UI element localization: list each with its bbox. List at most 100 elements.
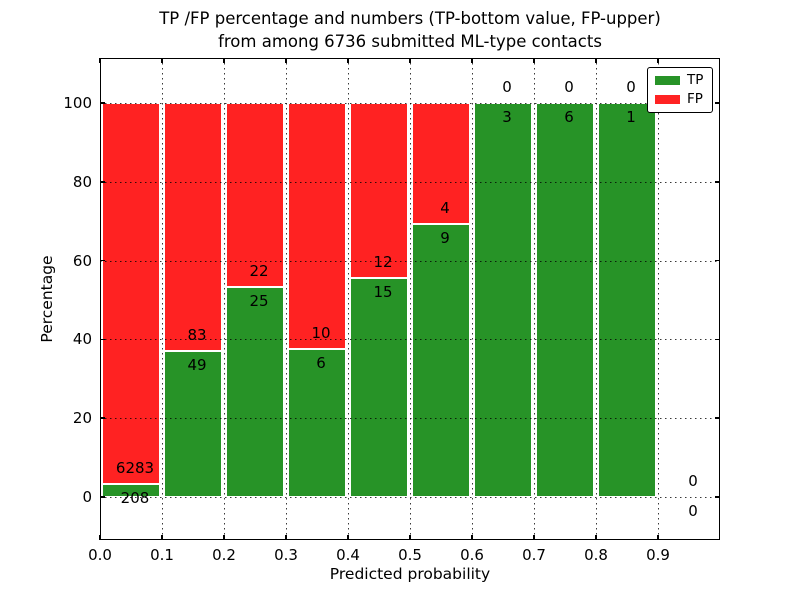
axis-tick (715, 102, 720, 104)
axis-tick (100, 102, 105, 104)
bar-segment-tp (288, 349, 346, 497)
fp-count-label: 0 (502, 78, 512, 96)
axis-tick (715, 417, 720, 419)
chart-title: TP /FP percentage and numbers (TP-bottom… (159, 9, 661, 28)
x-tick-label: 0.3 (274, 546, 298, 564)
axis-tick (223, 58, 225, 63)
tp-count-label: 49 (187, 355, 207, 374)
bar-segment-tp (412, 224, 470, 497)
plot-area: 6283 208 83 49 22 25 10 6 12 15 4 9 0 3 0 6 0 1 0 0 (99, 58, 720, 540)
axis-tick (715, 181, 720, 183)
tp-swatch-icon (655, 76, 680, 86)
tp-count-label: 1 (626, 108, 636, 126)
fp-count-label: 83 (187, 325, 207, 344)
tp-count-label: 208 (120, 489, 150, 508)
gridline-vertical (224, 58, 225, 540)
axis-tick (161, 535, 163, 540)
gridline-vertical (658, 58, 659, 540)
y-tick-label: 80 (72, 172, 92, 191)
fp-count-label: 4 (440, 199, 450, 218)
axis-tick (657, 535, 659, 540)
y-tick-label: 0 (82, 488, 92, 506)
bar-segment-fp (412, 103, 470, 225)
axis-tick (99, 535, 101, 540)
x-tick-label: 0.9 (646, 546, 670, 564)
bar-segment-fp (288, 103, 346, 350)
axis-tick (595, 58, 597, 63)
legend-label-fp: FP (687, 90, 703, 107)
axis-tick (347, 58, 349, 63)
bar-segment-tp (350, 278, 408, 497)
tp-count-label: 6 (564, 108, 574, 126)
x-tick-label: 0.7 (522, 546, 546, 564)
x-tick-label: 0.8 (584, 546, 608, 564)
x-axis-label: Predicted probability (329, 565, 491, 583)
bar-segment-tp (226, 287, 284, 497)
gridline-vertical (348, 58, 349, 540)
axis-tick (100, 496, 105, 498)
axis-tick (533, 535, 535, 540)
bar-segment-tp (164, 350, 222, 497)
gridline-vertical (286, 58, 287, 540)
gridline-vertical (596, 58, 597, 540)
y-tick-label: 40 (72, 330, 92, 349)
fp-count-label: 0 (564, 78, 574, 96)
axis-tick (100, 338, 105, 341)
gridline-vertical (534, 58, 535, 540)
axis-tick (99, 58, 101, 63)
axis-tick (657, 58, 659, 63)
bar-segment-fp (164, 103, 222, 351)
y-tick-label: 100 (63, 94, 92, 112)
bar-segment-tp (598, 103, 656, 497)
x-tick-label: 0.6 (460, 546, 484, 564)
bar-segment-fp (350, 103, 408, 279)
axis-tick (285, 58, 287, 63)
chart-title-block: TP /FP percentage and numbers (TP-bottom… (100, 7, 720, 54)
tp-count-label: 15 (373, 283, 393, 302)
gridline-vertical (410, 58, 411, 540)
fp-count-label: 0 (688, 472, 698, 490)
y-tick-label: 20 (72, 409, 92, 428)
legend-item-tp: TP (655, 72, 705, 88)
bar-segment-tp (102, 484, 160, 497)
x-tick-label: 0.5 (398, 546, 422, 564)
x-tick-label: 0.4 (336, 546, 360, 564)
fp-count-label: 6283 (115, 459, 155, 478)
legend-item-fp: FP (655, 90, 705, 107)
fp-count-label: 22 (249, 262, 269, 281)
fp-count-label: 10 (311, 324, 331, 343)
tp-count-label: 25 (249, 292, 269, 311)
x-tick-label: 0.2 (212, 546, 236, 564)
tp-count-label: 0 (688, 502, 698, 520)
gridline-vertical (162, 58, 163, 540)
axis-tick (715, 259, 720, 262)
legend: TP FP (647, 67, 713, 113)
axis-tick (223, 535, 225, 540)
axis-tick (471, 58, 473, 63)
axis-tick (715, 496, 720, 498)
fp-count-label: 0 (626, 78, 636, 96)
x-tick-label: 0.0 (88, 546, 112, 564)
axis-tick (347, 535, 349, 540)
bar-segment-fp (102, 103, 160, 485)
tp-count-label: 9 (440, 229, 450, 248)
x-tick-label: 0.1 (150, 546, 174, 564)
axis-tick (161, 58, 163, 63)
axis-tick (471, 535, 473, 540)
bar-segment-tp (474, 103, 532, 497)
fp-count-label: 12 (373, 253, 393, 272)
gridline-vertical (472, 58, 473, 540)
y-tick-label: 60 (72, 251, 92, 270)
fp-swatch-icon (655, 94, 680, 104)
axis-tick (715, 338, 720, 341)
legend-label-tp: TP (687, 72, 704, 88)
bar-segment-tp (536, 103, 594, 497)
axis-tick (595, 535, 597, 540)
axis-tick (100, 417, 105, 419)
tp-count-label: 3 (502, 108, 512, 126)
axis-tick (409, 535, 411, 540)
tp-count-label: 6 (316, 354, 326, 373)
axis-tick (533, 58, 535, 63)
axis-tick (100, 181, 105, 183)
